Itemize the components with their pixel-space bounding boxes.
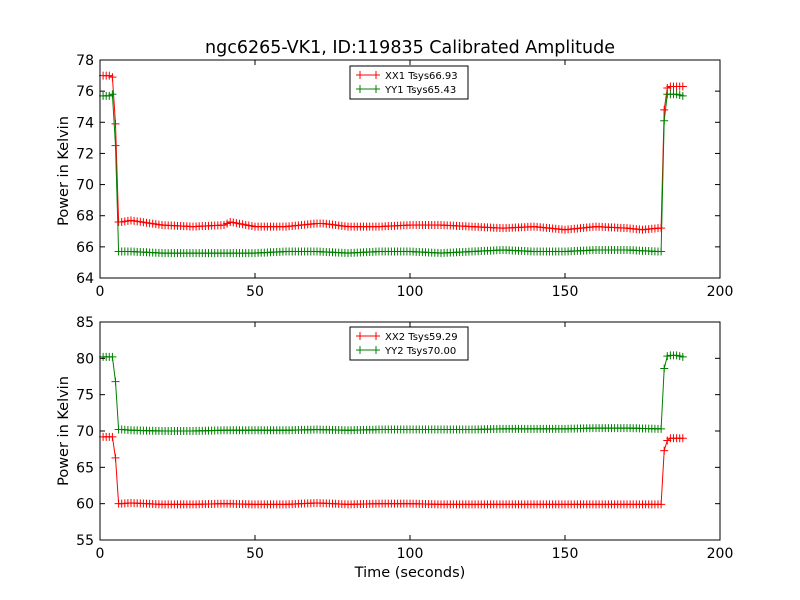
bottom-legend-label-0: XX2 Tsys59.29 (385, 332, 458, 343)
bottom-legend-marker-b-1 (372, 346, 380, 354)
bottom-series-1-marker-3 (108, 352, 117, 361)
top-series-1-marker-180 (657, 247, 666, 256)
bottom-legend-label-1: YY2 Tsys70.00 (384, 346, 456, 357)
bottom-y-axis-label: Power in Kelvin (56, 376, 72, 486)
bottom-x-tick-label-0: 0 (96, 546, 105, 562)
bottom-panel: 0 50 100 150 200 55 60 65 70 75 80 85 XX2 Tsys59.29 Y… (76, 315, 733, 562)
bottom-x-tick-label-4: 200 (707, 546, 734, 562)
bottom-series-0-marker-3 (108, 432, 117, 441)
top-y-tick-label-2: 68 (76, 209, 94, 225)
bottom-series-1-line (103, 354, 683, 432)
top-legend-box (349, 65, 469, 100)
top-y-tick-label-0: 64 (76, 271, 94, 287)
top-legend-marker-a-1 (356, 85, 364, 93)
bottom-series-1 (99, 351, 687, 435)
top-series-0-marker-4 (111, 119, 120, 128)
top-series-0-marker-3 (108, 73, 117, 82)
bottom-series-0-line (103, 436, 683, 505)
bottom-y-tick-label-2: 65 (76, 460, 94, 476)
top-legend-marker-a-0 (356, 71, 364, 79)
bottom-series-1-marker-187 (678, 352, 687, 361)
bottom-y-tick-label-3: 70 (76, 424, 94, 440)
bottom-legend: XX2 Tsys59.29 YY2 Tsys70.00 (349, 326, 469, 361)
top-legend-marker-b-1 (372, 85, 380, 93)
bottom-legend-marker-a-1 (356, 346, 364, 354)
top-y-tick-label-7: 78 (76, 53, 94, 69)
top-x-tick-label-1: 50 (246, 284, 264, 300)
top-series-1-marker-181 (660, 116, 669, 125)
bottom-legend-marker-b-0 (372, 332, 380, 340)
top-legend-label-1: YY1 Tsys65.43 (384, 85, 456, 96)
bottom-y-tick-label-1: 60 (76, 497, 94, 513)
top-y-tick-label-4: 72 (76, 146, 94, 162)
bottom-series-0-marker-4 (111, 453, 120, 462)
bottom-series-1-marker-181 (660, 364, 669, 373)
bottom-legend-box (349, 326, 469, 361)
top-panel: 0 50 100 150 200 64 66 68 70 72 74 76 78 XX1 Tsys66.9… (76, 53, 733, 300)
bottom-series-0-marker-181 (660, 446, 669, 455)
chart-title: ngc6265-VK1, ID:119835 Calibrated Amplit… (205, 38, 615, 58)
top-x-tick-label-4: 200 (707, 284, 734, 300)
bottom-series-0-marker-180 (657, 500, 666, 509)
top-series-1 (99, 90, 687, 258)
top-y-tick-label-3: 70 (76, 178, 94, 194)
top-y-tick-label-6: 76 (76, 84, 94, 100)
bottom-series-0-marker-187 (678, 434, 687, 443)
top-series-1-marker-3 (108, 90, 117, 99)
bottom-y-tick-label-0: 55 (76, 533, 94, 549)
bottom-series-1-marker-4 (111, 377, 120, 386)
bottom-x-tick-label-2: 100 (397, 546, 424, 562)
top-legend-marker-b-0 (372, 71, 380, 79)
x-axis-label: Time (seconds) (354, 565, 466, 581)
top-series-0 (99, 71, 687, 234)
bottom-legend-marker-a-0 (356, 332, 364, 340)
top-series-1-marker-4 (111, 141, 120, 150)
bottom-y-tick-label-6: 85 (76, 315, 94, 331)
top-legend: XX1 Tsys66.93 YY1 Tsys65.43 (349, 65, 469, 100)
top-y-tick-label-1: 66 (76, 240, 94, 256)
top-series-0-marker-187 (678, 82, 687, 91)
top-x-tick-label-2: 100 (397, 284, 424, 300)
bottom-y-tick-label-5: 80 (76, 351, 94, 367)
top-y-axis-label: Power in Kelvin (56, 116, 72, 226)
top-y-tick-label-5: 74 (76, 115, 94, 131)
bottom-x-tick-label-1: 50 (246, 546, 264, 562)
top-legend-label-0: XX1 Tsys66.93 (385, 71, 458, 82)
bottom-series-0 (99, 432, 687, 509)
bottom-x-tick-label-3: 150 (552, 546, 579, 562)
top-x-tick-label-3: 150 (552, 284, 579, 300)
top-series-0-marker-181 (660, 105, 669, 114)
bottom-y-tick-label-4: 75 (76, 388, 94, 404)
top-series-1-marker-187 (678, 91, 687, 100)
top-x-tick-label-0: 0 (96, 284, 105, 300)
bottom-series-1-marker-180 (657, 424, 666, 433)
